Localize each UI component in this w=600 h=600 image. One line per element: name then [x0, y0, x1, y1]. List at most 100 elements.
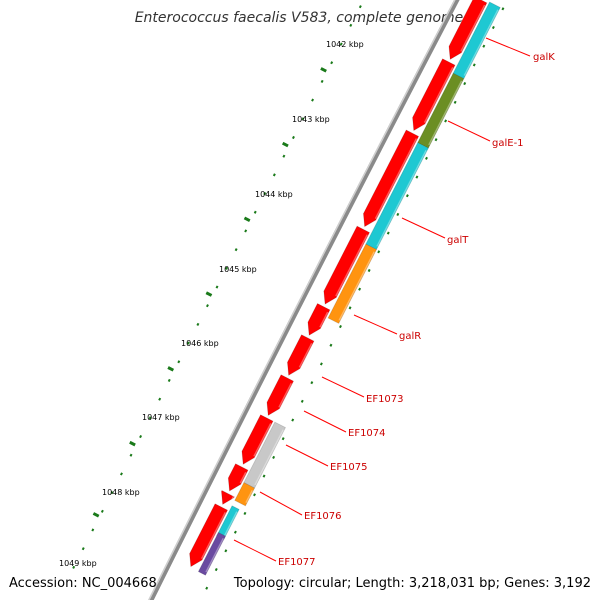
inner-tick [272, 455, 276, 459]
minor-tick [234, 248, 238, 252]
gene-small-orange [234, 482, 256, 507]
genome-backbone-highlight [148, 0, 456, 600]
gene-leader-lines [233, 37, 531, 562]
minor-tick [349, 23, 353, 27]
gene-track [189, 0, 501, 576]
tick-label: 1046 kbp [181, 339, 219, 348]
inner-tick [329, 343, 333, 347]
gene-small-orange-highlight [245, 489, 253, 504]
leader-line-galE-1 [447, 120, 491, 142]
minor-tick [110, 491, 114, 495]
tick-label: 1048 kbp [102, 488, 140, 497]
inner-tick [434, 138, 438, 142]
gene-galK-highlight [463, 9, 499, 76]
inner-tick [205, 586, 209, 590]
gene-galR-highlight [338, 251, 375, 321]
cds-outer-2 [363, 129, 420, 228]
major-tick [129, 440, 136, 447]
tick-label: 1043 kbp [292, 115, 330, 124]
cds-outer-5-highlight [298, 342, 313, 368]
gene-label-EF1075: EF1075 [330, 462, 368, 473]
cds-outer-10-highlight [200, 512, 226, 560]
minor-tick [301, 117, 305, 121]
minor-tick [177, 360, 181, 364]
inner-tick [444, 119, 448, 123]
minor-tick [244, 229, 248, 233]
inner-tick [377, 250, 381, 254]
cds-outer-8 [227, 463, 249, 492]
gene-label-galR: galR [399, 331, 421, 342]
minor-tick [120, 472, 123, 476]
minor-tick [320, 79, 324, 83]
gene-label-galK: galK [533, 52, 555, 63]
minor-tick [139, 434, 143, 439]
footer-accession: Accession: NC_004668 [9, 576, 157, 591]
major-tick [167, 366, 175, 372]
minor-tick [311, 98, 315, 102]
cds-outer-7-highlight [253, 423, 272, 457]
inner-tick [358, 287, 362, 291]
cds-outer-9 [221, 489, 235, 505]
minor-tick [206, 304, 209, 308]
cds-outer-1-highlight [423, 67, 454, 123]
minor-tick [292, 135, 295, 140]
cds-outer-6 [266, 374, 295, 416]
inner-tick [291, 418, 295, 422]
inner-tick [233, 530, 237, 534]
minor-tick [196, 322, 200, 326]
cds-outer-2-highlight [374, 138, 418, 220]
tick-label: 1042 kbp [326, 40, 364, 49]
minor-tick [129, 453, 133, 457]
gene-label-EF1074: EF1074 [348, 428, 386, 439]
major-tick [243, 216, 251, 223]
inner-tick [300, 399, 304, 403]
gene-galR [327, 243, 378, 324]
cds-outer-5 [287, 334, 315, 376]
cds-outer-4-highlight [319, 311, 329, 328]
gene-label-EF1077: EF1077 [278, 557, 316, 568]
minor-tick [330, 61, 334, 65]
minor-tick [81, 547, 85, 551]
tick-label: 1049 kbp [59, 559, 97, 568]
cds-outer-0-highlight [460, 4, 486, 52]
cds-outer-7 [241, 414, 274, 465]
leader-line-EF1075 [285, 444, 329, 467]
gene-label-EF1076: EF1076 [304, 511, 342, 522]
minor-tick [339, 42, 343, 46]
leader-line-EF1076 [259, 491, 303, 516]
genome-backbone [148, 0, 460, 600]
cds-outer-0 [448, 0, 488, 60]
inner-tick [396, 212, 400, 216]
inner-tick [310, 381, 314, 385]
gene-label-EF1073: EF1073 [366, 394, 404, 405]
footer-summary: Topology: circular; Length: 3,218,031 bp… [233, 576, 591, 591]
minor-tick [272, 173, 276, 177]
footer-summary-bg [258, 572, 594, 592]
inner-tick [491, 25, 495, 30]
minor-tick [263, 191, 267, 196]
leader-line-EF1077 [233, 539, 277, 562]
gene-label-galE-1: galE-1 [492, 138, 524, 149]
leader-line-galR [353, 314, 398, 335]
inner-tick-ring [205, 7, 505, 590]
minor-tick [358, 5, 362, 9]
cds-outer-6-highlight [278, 383, 292, 408]
minor-tick [100, 509, 104, 513]
gene-grey-feature-highlight [254, 429, 284, 486]
leader-line-galT [401, 217, 446, 239]
cds-outer-4 [307, 303, 331, 336]
inner-tick [386, 231, 390, 235]
tick-label: 1044 kbp [255, 190, 293, 199]
gene-label-galT: galT [447, 235, 469, 246]
gene-teal-bottom-highlight [223, 511, 238, 537]
minor-tick [282, 154, 286, 158]
inner-tick [348, 306, 352, 310]
footer-accession-bg [6, 572, 146, 592]
gene-purple-bottom-highlight [205, 537, 224, 573]
minor-tick [91, 528, 95, 532]
minor-tick [215, 285, 219, 289]
major-tick [281, 141, 289, 148]
inner-tick [281, 437, 285, 441]
